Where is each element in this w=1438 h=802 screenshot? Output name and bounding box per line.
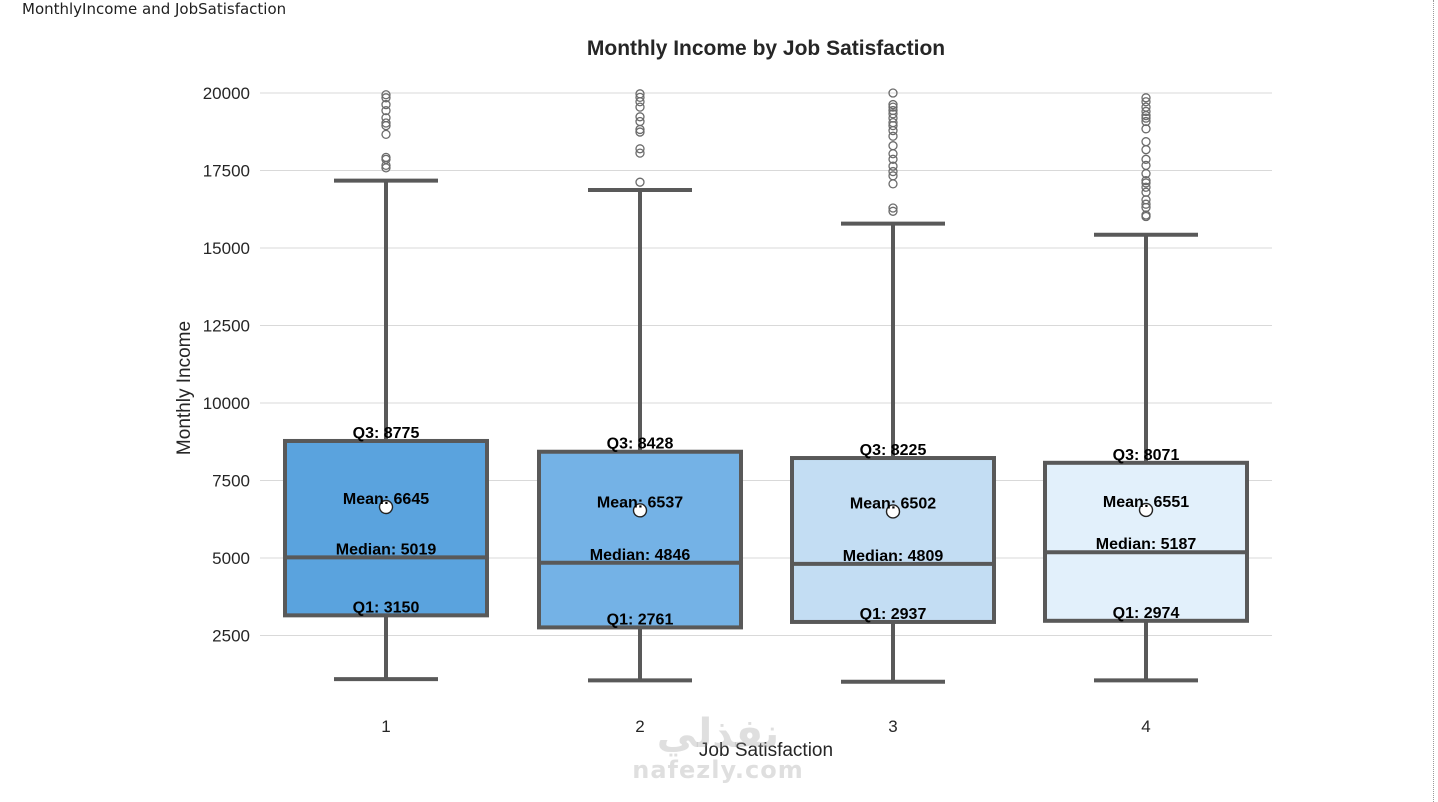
outlier-point [635, 92, 645, 103]
median-label: Median: 4846 [590, 547, 691, 564]
chart-title: Monthly Income by Job Satisfaction [587, 37, 945, 60]
outlier-point [888, 154, 898, 164]
outlier-point [381, 113, 391, 123]
q3-label: Q3: 8071 [1113, 447, 1180, 464]
outlier-point [1141, 160, 1151, 171]
mean-marker [632, 503, 648, 518]
q3-label: Q3: 8428 [607, 436, 674, 453]
outlier-point [1141, 145, 1151, 155]
q1-label: Q1: 2761 [607, 611, 674, 628]
outlier-point [888, 99, 898, 110]
y-tick-label: 17500 [203, 162, 250, 181]
outlier-point [1141, 93, 1151, 103]
outlier-point [635, 144, 645, 154]
median-label: Median: 4809 [843, 548, 944, 565]
box-group-1: Q3: 8775 Mean: 6645 Median: 5019 Q1: 3150 [283, 90, 489, 682]
outlier-point [1141, 175, 1151, 186]
iqr-box [1043, 460, 1249, 623]
outlier-point [635, 116, 645, 127]
q1-label: Q1: 2974 [1113, 605, 1180, 622]
y-tick-label: 7500 [212, 472, 250, 491]
outlier-point [381, 90, 391, 100]
outlier-point [888, 141, 898, 151]
outlier-point [888, 149, 898, 159]
y-tick-label: 12500 [203, 317, 250, 336]
outlier-point [888, 109, 898, 119]
q1-label: Q1: 2937 [860, 606, 927, 623]
x-tick-label: 3 [888, 717, 897, 736]
y-tick-label: 5000 [212, 549, 250, 568]
q3-label: Q3: 8775 [353, 425, 420, 442]
outlier-point [888, 161, 898, 171]
panel-border [1433, 0, 1434, 802]
outlier-point [381, 99, 391, 110]
x-tick-label: 4 [1141, 717, 1150, 736]
outlier-point [381, 93, 391, 103]
outlier-point [381, 105, 391, 116]
outlier-point [888, 166, 898, 177]
iqr-box [283, 438, 489, 618]
median-label: Median: 5019 [336, 541, 437, 558]
outlier-point [635, 148, 645, 158]
outlier-point [381, 118, 391, 128]
outlier-point [1141, 113, 1151, 123]
box-group-3: Q3: 8225 Mean: 6502 Median: 4809 Q1: 2937 [790, 88, 996, 684]
y-tick-labels: 2500 5000 7500 10000 12500 15000 17500 20000 [203, 84, 250, 646]
outlier-point [381, 152, 391, 163]
q1-label: Q1: 3150 [353, 599, 420, 616]
q3-label: Q3: 8225 [860, 442, 927, 459]
outlier-point [888, 171, 898, 181]
x-tick-labels: 1 2 3 4 [381, 717, 1150, 736]
box-group-4: Q3: 8071 Mean: 6551 Median: 5187 Q1: 2974 [1043, 93, 1249, 683]
mean-marker [1138, 502, 1154, 518]
y-tick-label: 10000 [203, 394, 250, 413]
panel-title: MonthlyIncome and JobSatisfaction [22, 0, 287, 18]
mean-label: Mean: 6502 [850, 495, 936, 512]
mean-label: Mean: 6645 [343, 491, 429, 508]
outlier-point [635, 127, 645, 137]
outlier-point [1141, 187, 1151, 197]
iqr-box [537, 449, 743, 630]
outlier-point [1141, 106, 1151, 117]
outlier-point [888, 131, 898, 141]
x-tick-label: 2 [635, 717, 644, 736]
iqr-box [790, 456, 996, 624]
outlier-point [1141, 102, 1151, 112]
y-tick-label: 20000 [203, 84, 250, 103]
y-tick-label: 15000 [203, 239, 250, 258]
x-tick-label: 1 [381, 717, 390, 736]
outlier-point [888, 117, 898, 128]
outlier-point [888, 206, 898, 216]
x-axis-label: Job Satisfaction [699, 740, 833, 761]
outlier-point [888, 203, 898, 213]
y-axis-label: Monthly Income [174, 321, 195, 455]
mean-label: Mean: 6537 [597, 494, 683, 511]
outlier-point [1141, 116, 1151, 127]
outlier-point [635, 177, 645, 187]
outlier-point [635, 89, 645, 99]
mean-marker [378, 499, 394, 515]
box-group-2: Q3: 8428 Mean: 6537 Median: 4846 Q1: 2761 [537, 89, 743, 683]
outlier-point [635, 112, 645, 122]
outlier-point [1141, 137, 1151, 147]
outlier-point [888, 179, 898, 189]
outlier-point [888, 102, 898, 112]
outlier-point [1141, 199, 1151, 209]
mean-marker [885, 504, 901, 519]
outlier-point [635, 102, 645, 112]
outlier-point [1141, 154, 1151, 164]
outlier-point [1141, 182, 1151, 192]
mean-label: Mean: 6551 [1103, 494, 1189, 511]
outlier-point [888, 88, 898, 98]
outlier-point [1141, 97, 1151, 107]
median-label: Median: 5187 [1096, 536, 1197, 553]
y-tick-label: 2500 [212, 627, 250, 646]
outlier-point [1141, 124, 1151, 134]
outlier-point [888, 105, 898, 116]
outlier-point [381, 129, 391, 140]
